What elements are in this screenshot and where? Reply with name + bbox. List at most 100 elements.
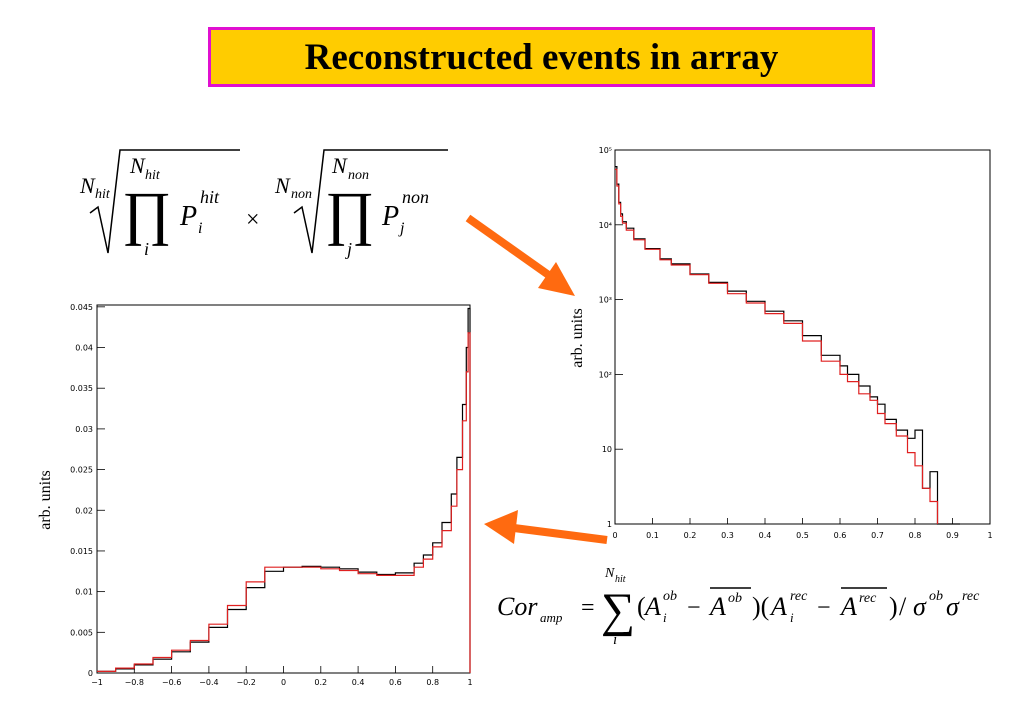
linear-y-tick-label: 0.03 bbox=[75, 425, 93, 434]
fx-sigma-1: σ bbox=[913, 592, 927, 621]
formula-bottom: Cor amp = N hit ∑ i ( A ob i − A ob )( A… bbox=[497, 566, 980, 648]
fx-sigma-2-sup: rec bbox=[962, 589, 980, 604]
slide-title: Reconstructed events in array bbox=[304, 36, 779, 78]
log-x-tick-label: 0.3 bbox=[721, 531, 734, 540]
fx-a-3: A bbox=[769, 592, 787, 621]
slide-title-box: Reconstructed events in array bbox=[208, 27, 875, 87]
log-x-tick-label: 1 bbox=[987, 531, 992, 540]
fx-sum-top-sub: hit bbox=[615, 574, 626, 585]
fx-a-2: A bbox=[708, 592, 726, 621]
fx-nnon-top-sub: non bbox=[348, 168, 369, 183]
linear-x-tick-label: 0.6 bbox=[389, 678, 402, 687]
fx-p-2: P bbox=[381, 201, 399, 232]
fx-prod-2: ∏ bbox=[325, 180, 374, 246]
log-histogram-chart: arb. units 0 0.1 0.2 0.3 0.4 0.5 0.6 0.7 0.8 0.9 1… bbox=[569, 146, 993, 540]
log-x-tick-label: 0.1 bbox=[646, 531, 659, 540]
linear-x-tick-label: 0.4 bbox=[352, 678, 365, 687]
fx-radical-2 bbox=[293, 149, 448, 254]
fx-a-2-sup: ob bbox=[728, 591, 742, 606]
log-y-tick-label: 10³ bbox=[599, 296, 612, 305]
fx-p-2-sup: non bbox=[402, 187, 429, 207]
fx-a-1-sub: i bbox=[663, 610, 667, 625]
linear-y-tick-label: 0 bbox=[88, 669, 93, 678]
fx-nhit-root-sub: hit bbox=[95, 187, 111, 202]
log-series-black-line bbox=[615, 166, 960, 525]
log-x-tick-label: 0 bbox=[612, 531, 617, 540]
linear-chart-ylabel: arb. units bbox=[37, 470, 54, 530]
linear-x-tick-label: 0.2 bbox=[314, 678, 327, 687]
linear-x-tick-label: −0.4 bbox=[199, 678, 218, 687]
linear-y-tick-label: 0.04 bbox=[75, 344, 93, 353]
fx-a-1-sup: ob bbox=[663, 589, 677, 604]
log-y-tick-label: 1 bbox=[607, 520, 612, 529]
log-chart-ylabel: arb. units bbox=[569, 308, 586, 368]
linear-series-black-line bbox=[97, 307, 471, 673]
log-x-tick-label: 0.5 bbox=[796, 531, 809, 540]
fx-radical-1 bbox=[89, 149, 240, 254]
log-y-tick-label: 10² bbox=[599, 370, 612, 379]
log-chart-frame bbox=[614, 149, 991, 525]
fx-sigma-2: σ bbox=[946, 592, 960, 621]
log-chart-ticks: 0 0.1 0.2 0.3 0.4 0.5 0.6 0.7 0.8 0.9 1 1 10 10² 10³ 10… bbox=[599, 146, 993, 540]
fx-paren-1: ( bbox=[637, 592, 646, 621]
linear-y-tick-label: 0.045 bbox=[70, 303, 93, 312]
log-x-tick-label: 0.4 bbox=[759, 531, 772, 540]
fx-a-4: A bbox=[839, 592, 857, 621]
linear-y-tick-label: 0.005 bbox=[70, 628, 93, 637]
linear-y-tick-label: 0.025 bbox=[70, 466, 93, 475]
log-y-tick-label: 10⁵ bbox=[599, 146, 612, 155]
fx-paren-2: )( bbox=[752, 592, 769, 621]
fx-nnon-root-sub: non bbox=[291, 187, 312, 202]
fx-minus-2: − bbox=[817, 595, 831, 621]
log-x-tick-label: 0.6 bbox=[834, 531, 847, 540]
linear-x-tick-label: 1 bbox=[467, 678, 472, 687]
log-y-tick-label: 10⁴ bbox=[599, 221, 612, 230]
linear-y-tick-label: 0.015 bbox=[70, 547, 93, 556]
linear-x-tick-label: −0.6 bbox=[162, 678, 181, 687]
fx-p-1: P bbox=[179, 201, 197, 232]
linear-histogram-chart: arb. units −1 −0.8 −0.6 −0.4 −0.2 0 0.2 0.4 0.6 0… bbox=[37, 303, 473, 687]
fx-times: × bbox=[246, 207, 260, 233]
fx-sum-top: N bbox=[604, 566, 615, 581]
fx-a-3-sup: rec bbox=[790, 589, 808, 604]
linear-y-tick-label: 0.035 bbox=[70, 384, 93, 393]
linear-chart-frame bbox=[96, 304, 471, 674]
log-x-tick-label: 0.8 bbox=[909, 531, 922, 540]
formula-top: N hit N hit ∏ i P i hit × N non N non ∏ … bbox=[79, 149, 448, 259]
fx-a-4-sup: rec bbox=[859, 591, 877, 606]
linear-x-tick-label: −0.8 bbox=[125, 678, 144, 687]
fx-nnon-top: N bbox=[331, 153, 348, 178]
fx-minus-1: − bbox=[687, 595, 701, 621]
linear-y-tick-label: 0.02 bbox=[75, 506, 93, 515]
fx-index-i: i bbox=[144, 239, 149, 259]
fx-nhit-top: N bbox=[129, 153, 146, 178]
linear-x-tick-label: 0 bbox=[281, 678, 286, 687]
log-x-tick-label: 0.7 bbox=[871, 531, 884, 540]
linear-chart-ticks: −1 −0.8 −0.6 −0.4 −0.2 0 0.2 0.4 0.6 0.8 1 0 0.005 0.… bbox=[70, 303, 472, 687]
fx-cor-sub: amp bbox=[540, 610, 563, 625]
log-x-tick-label: 0.9 bbox=[946, 531, 959, 540]
fx-equals: = bbox=[581, 595, 595, 621]
fx-cor: Cor bbox=[497, 592, 538, 621]
log-series-red-line bbox=[615, 168, 939, 524]
fx-p-1-sub: i bbox=[198, 220, 202, 237]
fx-a-1: A bbox=[643, 592, 661, 621]
linear-y-tick-label: 0.01 bbox=[75, 588, 93, 597]
fx-nnon-root: N bbox=[274, 173, 291, 198]
fx-nhit-top-sub: hit bbox=[145, 168, 161, 183]
fx-nhit-root: N bbox=[79, 173, 96, 198]
fx-p-2-sub: j bbox=[398, 220, 405, 237]
linear-series-red-line bbox=[97, 332, 471, 673]
linear-x-tick-label: 0.8 bbox=[426, 678, 439, 687]
fx-index-j: j bbox=[345, 239, 352, 259]
log-y-tick-label: 10 bbox=[602, 445, 612, 454]
fx-prod-1: ∏ bbox=[122, 180, 171, 246]
fx-slash: / bbox=[899, 592, 907, 621]
fx-sum-bottom: i bbox=[613, 632, 617, 648]
fx-paren-3: ) bbox=[889, 592, 898, 621]
fx-sum: ∑ bbox=[601, 584, 635, 637]
linear-x-tick-label: −0.2 bbox=[236, 678, 255, 687]
fx-sigma-1-sup: ob bbox=[929, 589, 943, 604]
log-x-tick-label: 0.2 bbox=[684, 531, 697, 540]
linear-x-tick-label: −1 bbox=[91, 678, 103, 687]
